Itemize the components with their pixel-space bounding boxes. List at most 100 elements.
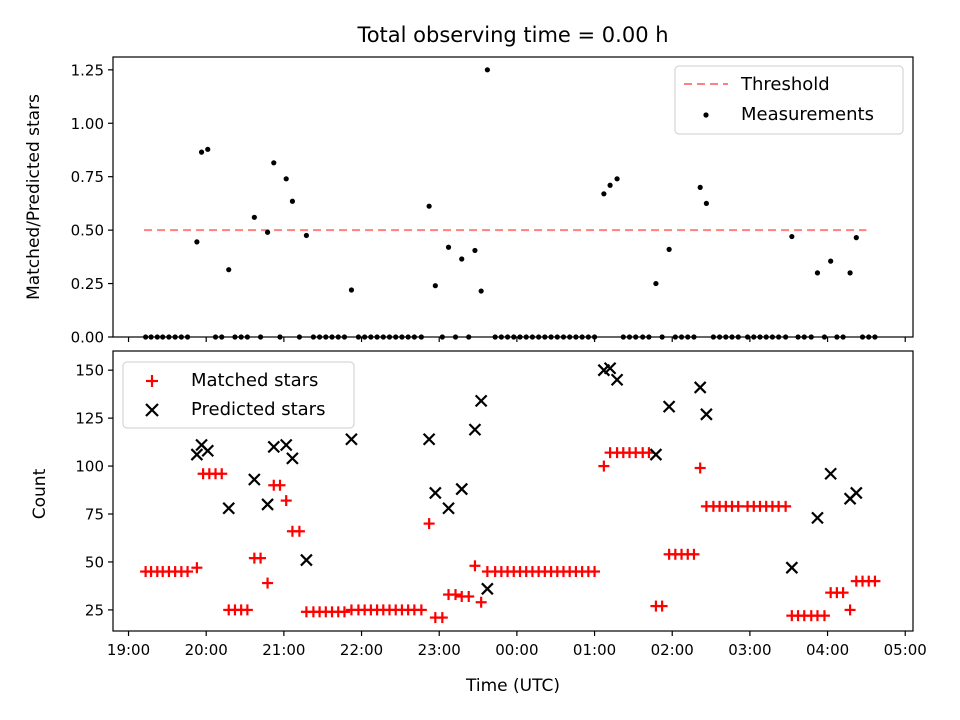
bottom-axes-frame <box>112 350 914 632</box>
measurement-point <box>426 203 432 209</box>
predicted-stars-point <box>693 381 707 394</box>
measurement-point <box>666 246 672 252</box>
predicted-stars-point <box>455 482 469 496</box>
measurement-point <box>432 283 438 289</box>
measurement-point <box>853 235 859 241</box>
bottom-plot-area <box>140 361 881 624</box>
predicted-stars-point <box>442 501 455 515</box>
measurement-point <box>472 247 478 254</box>
measurement-point <box>226 267 232 273</box>
measurement-point <box>205 146 211 152</box>
top-y-axis: 0.00 0.25 0.50 0.75 1.00 1.25 <box>71 61 113 347</box>
legend-measurements-swatch <box>703 112 709 118</box>
bottom-x-tick-label: 02:00 <box>651 641 694 659</box>
x-axis-label: Time (UTC) <box>465 676 560 696</box>
bottom-x-tick-label: 00:00 <box>495 641 538 659</box>
legend-measurements-label: Measurements <box>741 104 874 125</box>
bottom-x-tick-label: 04:00 <box>806 641 849 659</box>
matched-stars-point <box>262 577 274 589</box>
predicted-stars-point <box>603 361 617 375</box>
measurement-point <box>303 232 309 239</box>
matched-stars-point <box>694 462 706 474</box>
measurement-point <box>697 184 703 190</box>
measurement-point <box>614 176 620 182</box>
predicted-stars-point <box>429 486 442 500</box>
matched-stars-point <box>688 548 700 560</box>
predicted-stars-point <box>649 448 663 461</box>
measurement-point <box>283 176 289 182</box>
top-y-tick-label: 1.00 <box>71 115 104 133</box>
bottom-x-axis: 19:00 20:00 21:00 22:00 23:00 00:00 01:00 02:00… <box>107 631 927 659</box>
matched-stars-point <box>469 560 481 572</box>
matched-stars-point <box>274 479 286 491</box>
matched-stars-point <box>423 518 435 530</box>
bottom-y-tick-label: 25 <box>85 601 104 619</box>
predicted-stars-point <box>222 501 236 515</box>
legend-matched-swatch <box>146 375 158 387</box>
predicted-stars-point <box>481 582 494 596</box>
top-y-tick-label: 0.25 <box>71 275 104 293</box>
matched-stars-point <box>436 612 448 624</box>
bottom-legend-box <box>122 361 355 429</box>
bottom-legend: Matched stars Predicted stars <box>122 361 355 429</box>
matched-stars-point <box>475 596 487 608</box>
measurement-point <box>264 229 271 235</box>
top-y-tick-label: 1.25 <box>71 61 104 79</box>
predicted-stars-point <box>300 553 313 567</box>
legend-matched-label: Matched stars <box>191 370 318 391</box>
legend-predicted-label: Predicted stars <box>191 399 325 420</box>
bottom-x-tick-label: 19:00 <box>107 641 150 659</box>
predicted-stars-point <box>345 432 358 446</box>
top-legend: Threshold Measurements <box>674 65 904 135</box>
predicted-stars-point <box>190 448 204 461</box>
legend-predicted-swatch <box>145 403 159 417</box>
matched-stars-point <box>656 600 668 612</box>
measurement-point <box>348 287 355 293</box>
predicted-stars-point <box>785 561 799 574</box>
bottom-panel: 25 50 75 100 125 150 19:00 20:00 21:00 22:00 23:0… <box>30 350 927 696</box>
chart-title: Total observing time = 0.00 h <box>356 23 668 47</box>
predicted-stars-point <box>201 444 215 458</box>
top-plot-area <box>143 67 878 340</box>
matched-stars-point <box>732 500 744 512</box>
matched-stars-point <box>293 525 305 537</box>
top-y-tick-label: 0.75 <box>71 168 104 186</box>
bottom-y-tick-label: 50 <box>85 553 104 571</box>
predicted-stars-point <box>811 511 824 525</box>
measurement-point <box>607 182 613 188</box>
bottom-y-tick-label: 100 <box>75 458 104 476</box>
predicted-stars-point <box>824 467 837 481</box>
matched-stars-point <box>463 590 475 602</box>
bottom-x-tick-label: 21:00 <box>262 641 305 659</box>
predicted-stars-point <box>662 400 676 413</box>
bottom-y-tick-label: 75 <box>85 506 104 524</box>
predicted-stars-point <box>610 373 624 387</box>
bottom-y-axis: 25 50 75 100 125 150 <box>75 362 113 619</box>
measurement-point <box>484 67 490 73</box>
top-panel: 0.00 0.25 0.50 0.75 1.00 1.25 Matched/Predict… <box>24 56 914 347</box>
matched-stars-point <box>280 495 292 507</box>
legend-threshold-label: Threshold <box>740 74 830 95</box>
measurement-point <box>828 258 834 264</box>
top-y-tick-label: 0.50 <box>71 222 104 240</box>
matched-stars-point <box>415 604 427 616</box>
top-y-tick-label: 0.00 <box>71 329 104 347</box>
matched-stars-point <box>844 604 856 616</box>
predicted-stars-point <box>422 432 436 446</box>
measurement-point <box>847 270 853 276</box>
bottom-x-tick-label: 05:00 <box>884 641 927 659</box>
bottom-x-tick-label: 23:00 <box>418 641 461 659</box>
measurement-point <box>251 214 257 220</box>
bottom-x-tick-label: 03:00 <box>728 641 771 659</box>
predicted-stars-point <box>850 486 863 500</box>
bottom-y-axis-label: Count <box>30 468 50 519</box>
bottom-y-tick-label: 150 <box>75 362 104 380</box>
measurement-point <box>653 280 659 287</box>
measurement-point <box>703 200 709 207</box>
matched-stars-point <box>837 587 849 599</box>
predicted-stars-point <box>700 408 713 421</box>
predicted-stars-point <box>279 438 293 452</box>
bottom-x-tick-label: 01:00 <box>573 641 616 659</box>
bottom-x-tick-label: 22:00 <box>340 641 383 659</box>
